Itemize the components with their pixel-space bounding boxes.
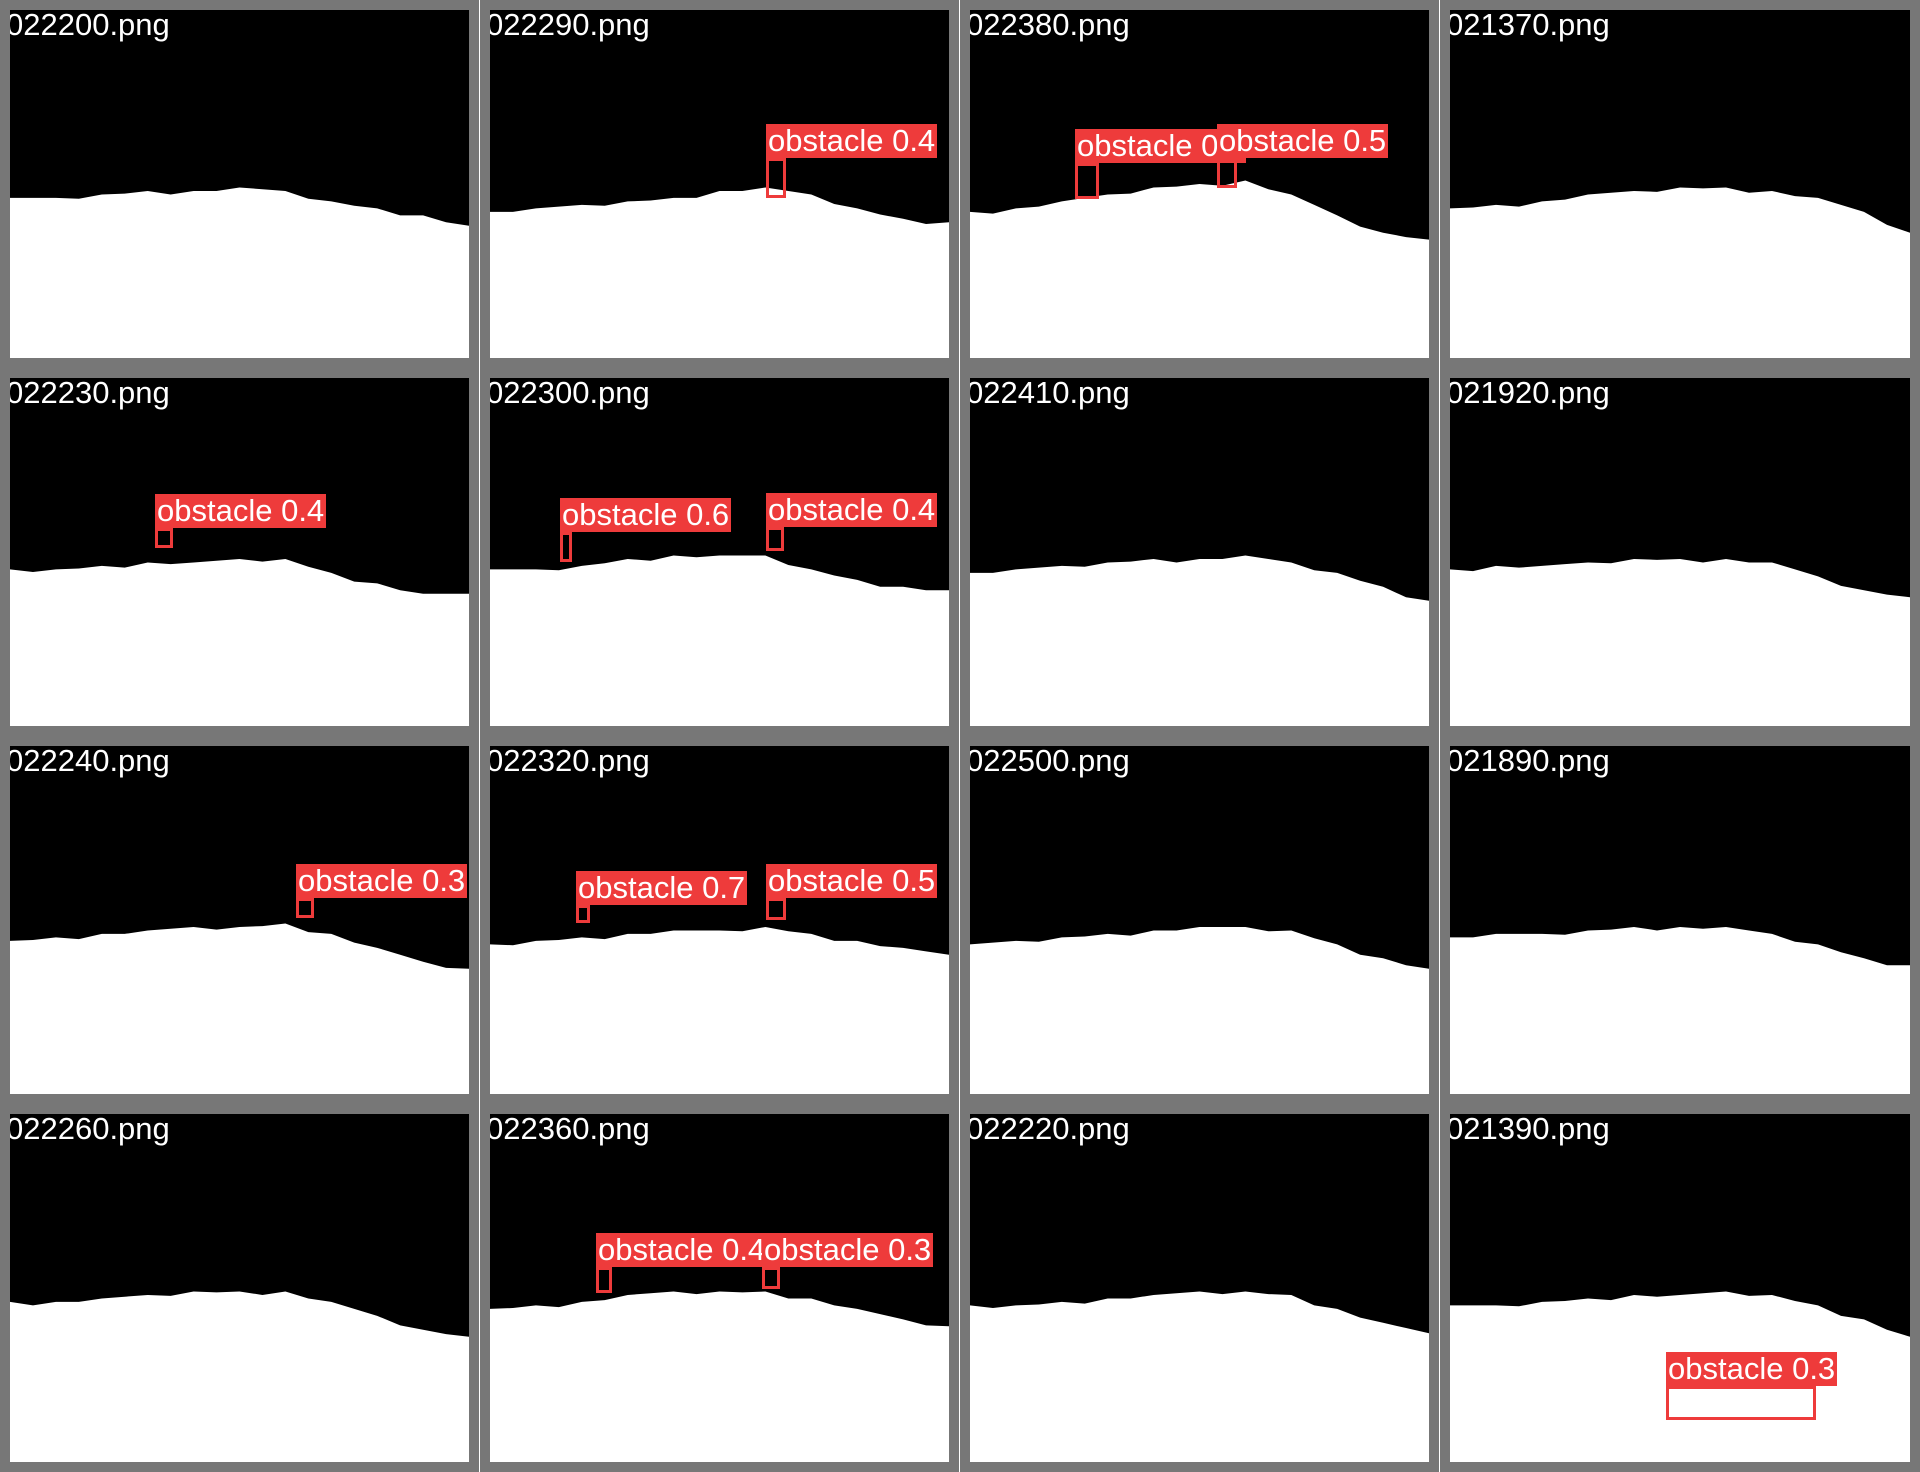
tile-filename: 022320.png	[486, 743, 650, 778]
result-tile: 022360.png obstacle 0.4 obstacle 0.3	[480, 1104, 959, 1472]
segmentation-mask	[970, 1291, 1429, 1462]
segmentation-mask	[970, 555, 1429, 726]
obstacle-label: obstacle 0.3	[1666, 1351, 1838, 1386]
segmentation-mask	[10, 923, 469, 1094]
obstacle-bounding-box	[1666, 1386, 1816, 1420]
segmentation-mask	[490, 555, 949, 726]
result-tile: 022240.png obstacle 0.3	[0, 736, 479, 1104]
water-mask-region	[970, 926, 1429, 1094]
result-tile: 021920.png	[1440, 368, 1920, 736]
result-tile: 021390.png obstacle 0.3	[1440, 1104, 1920, 1472]
segmentation-mask	[1450, 187, 1910, 358]
water-mask-region	[970, 1291, 1429, 1462]
water-mask-region	[490, 555, 949, 726]
result-tile: 022320.png obstacle 0.7 obstacle 0.5	[480, 736, 959, 1104]
tile-filename: 022360.png	[486, 1111, 650, 1146]
water-mask-region	[970, 555, 1429, 726]
tile-filename: 022260.png	[6, 1111, 170, 1146]
result-tile: 022220.png	[960, 1104, 1439, 1472]
tile-filename: 021890.png	[1446, 743, 1610, 778]
result-tile: 022230.png obstacle 0.4	[0, 368, 479, 736]
tile-filename: 022380.png	[966, 7, 1130, 42]
obstacle-bounding-box	[155, 528, 173, 548]
obstacle-label: obstacle 0.7	[576, 870, 748, 905]
obstacle-label: obstacle 0.5	[1217, 123, 1389, 158]
tile-filename: 022290.png	[486, 7, 650, 42]
obstacle-label: obstacle 0.6	[560, 497, 732, 532]
result-tile: 022380.png obstacle 0.4 obstacle 0.5	[960, 0, 1439, 368]
segmentation-mask	[970, 926, 1429, 1094]
water-mask-region	[10, 923, 469, 1094]
segmentation-mask	[10, 1291, 469, 1462]
obstacle-label: obstacle 0.4	[766, 123, 938, 158]
tile-filename: 021920.png	[1446, 375, 1610, 410]
tile-filename: 022230.png	[6, 375, 170, 410]
segmentation-mask	[1450, 926, 1910, 1094]
tile-filename: 022240.png	[6, 743, 170, 778]
result-tile: 022290.png obstacle 0.4	[480, 0, 959, 368]
obstacle-label: obstacle 0.4	[596, 1232, 768, 1267]
obstacle-label: obstacle 0.5	[766, 863, 938, 898]
water-mask-region	[490, 187, 949, 358]
tile-filename: 022200.png	[6, 7, 170, 42]
result-tile: 022500.png	[960, 736, 1439, 1104]
obstacle-bounding-box	[576, 905, 590, 923]
tile-filename: 022410.png	[966, 375, 1130, 410]
segmentation-mask	[490, 1291, 949, 1462]
obstacle-bounding-box	[766, 898, 786, 920]
result-tile: 021890.png	[1440, 736, 1920, 1104]
water-mask-region	[10, 558, 469, 726]
water-mask-region	[490, 1291, 949, 1462]
obstacle-label: obstacle 0.4	[155, 493, 327, 528]
water-mask-region	[1450, 558, 1910, 726]
water-mask-region	[1450, 926, 1910, 1094]
segmentation-mask	[1450, 558, 1910, 726]
obstacle-bounding-box	[596, 1267, 612, 1293]
obstacle-bounding-box	[296, 898, 314, 918]
obstacle-bounding-box	[762, 1267, 780, 1289]
water-mask-region	[490, 926, 949, 1094]
obstacle-bounding-box	[1217, 158, 1237, 188]
obstacle-bounding-box	[766, 158, 786, 198]
obstacle-bounding-box	[766, 527, 784, 551]
water-mask-region	[10, 187, 469, 358]
water-mask-region	[10, 1291, 469, 1462]
water-mask-region	[970, 180, 1429, 358]
result-tile: 022200.png	[0, 0, 479, 368]
result-tile: 022410.png	[960, 368, 1439, 736]
segmentation-mask	[10, 187, 469, 358]
tile-filename: 021370.png	[1446, 7, 1610, 42]
segmentation-mask	[490, 926, 949, 1094]
tile-filename: 022220.png	[966, 1111, 1130, 1146]
result-tile: 022260.png	[0, 1104, 479, 1472]
result-tile: 021370.png	[1440, 0, 1920, 368]
obstacle-label: obstacle 0.3	[762, 1232, 934, 1267]
result-tile: 022300.png obstacle 0.6 obstacle 0.4	[480, 368, 959, 736]
water-mask-region	[1450, 187, 1910, 358]
obstacle-bounding-box	[560, 532, 572, 562]
tile-filename: 022500.png	[966, 743, 1130, 778]
obstacle-bounding-box	[1075, 163, 1099, 199]
obstacle-label: obstacle 0.3	[296, 863, 468, 898]
tile-filename: 021390.png	[1446, 1111, 1610, 1146]
tile-filename: 022300.png	[486, 375, 650, 410]
segmentation-mask	[490, 187, 949, 358]
obstacle-label: obstacle 0.4	[766, 492, 938, 527]
segmentation-mask	[10, 558, 469, 726]
segmentation-mask	[970, 180, 1429, 358]
